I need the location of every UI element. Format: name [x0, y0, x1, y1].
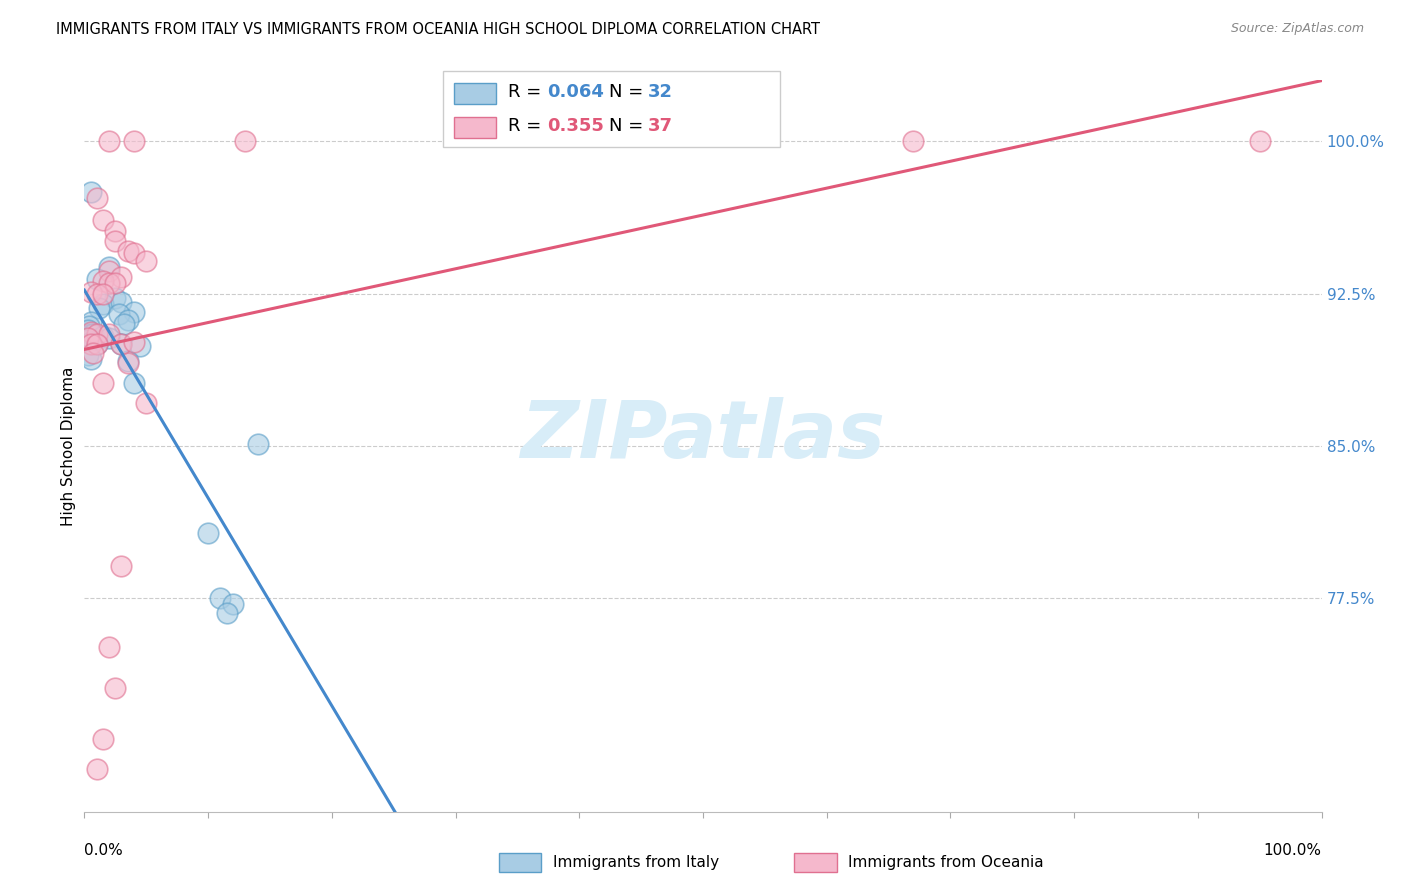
Text: ZIPatlas: ZIPatlas — [520, 397, 886, 475]
Point — [98, 331, 121, 345]
Text: N =: N = — [609, 83, 648, 101]
Text: R =: R = — [508, 117, 547, 135]
Point — [79, 325, 101, 339]
Point — [98, 260, 121, 275]
Point — [903, 134, 925, 148]
Point — [122, 376, 145, 390]
Point — [108, 307, 131, 321]
Point — [215, 606, 238, 620]
Point — [98, 277, 121, 291]
Text: 100.0%: 100.0% — [1264, 843, 1322, 858]
Point — [79, 337, 101, 351]
Point — [104, 224, 127, 238]
Point — [79, 319, 101, 334]
Point — [79, 351, 101, 366]
Point — [86, 286, 108, 301]
Point — [117, 356, 139, 370]
Text: Immigrants from Oceania: Immigrants from Oceania — [848, 855, 1043, 870]
Point — [110, 270, 132, 285]
Point — [104, 234, 127, 248]
Point — [82, 327, 104, 342]
Point — [110, 337, 132, 351]
Point — [86, 337, 108, 351]
Point — [86, 337, 108, 351]
Text: Source: ZipAtlas.com: Source: ZipAtlas.com — [1230, 22, 1364, 36]
Point — [135, 254, 157, 268]
Point — [91, 297, 114, 311]
Point — [122, 134, 145, 148]
Point — [79, 185, 101, 199]
Point — [76, 334, 98, 348]
Text: 0.355: 0.355 — [547, 117, 603, 135]
Point — [110, 337, 132, 351]
Point — [98, 264, 121, 278]
Point — [89, 301, 111, 315]
Point — [82, 345, 104, 359]
Point — [86, 327, 108, 342]
Point — [86, 762, 108, 776]
Point — [98, 640, 121, 655]
Point — [197, 526, 219, 541]
Point — [222, 598, 245, 612]
Point — [91, 329, 114, 343]
Point — [79, 285, 101, 299]
Point — [79, 335, 101, 350]
Point — [122, 305, 145, 319]
Y-axis label: High School Diploma: High School Diploma — [60, 367, 76, 525]
Point — [91, 376, 114, 390]
Point — [98, 327, 121, 342]
Text: 0.0%: 0.0% — [84, 843, 124, 858]
Text: IMMIGRANTS FROM ITALY VS IMMIGRANTS FROM OCEANIA HIGH SCHOOL DIPLOMA CORRELATION: IMMIGRANTS FROM ITALY VS IMMIGRANTS FROM… — [56, 22, 820, 37]
Point — [117, 244, 139, 258]
Point — [1249, 134, 1271, 148]
Point — [91, 275, 114, 289]
Text: 32: 32 — [648, 83, 673, 101]
Text: Immigrants from Italy: Immigrants from Italy — [553, 855, 718, 870]
Point — [91, 731, 114, 746]
Point — [129, 339, 152, 353]
Point — [110, 558, 132, 573]
Point — [112, 317, 135, 331]
Point — [117, 313, 139, 327]
Point — [79, 327, 101, 342]
Point — [77, 348, 100, 362]
Text: N =: N = — [609, 117, 648, 135]
Point — [79, 315, 101, 329]
Point — [86, 272, 108, 286]
Text: 0.064: 0.064 — [547, 83, 603, 101]
Point — [104, 291, 127, 305]
Point — [104, 681, 127, 695]
Text: R =: R = — [508, 83, 547, 101]
Point — [246, 437, 269, 451]
Point — [77, 331, 100, 345]
Point — [209, 591, 232, 606]
Point — [98, 134, 121, 148]
Point — [77, 323, 100, 337]
Point — [86, 191, 108, 205]
Point — [91, 286, 114, 301]
Point — [122, 335, 145, 350]
Point — [117, 353, 139, 368]
Point — [104, 277, 127, 291]
Point — [110, 294, 132, 309]
Text: 37: 37 — [648, 117, 673, 135]
Point — [122, 246, 145, 260]
Point — [135, 396, 157, 410]
Point — [233, 134, 256, 148]
Point — [91, 213, 114, 227]
